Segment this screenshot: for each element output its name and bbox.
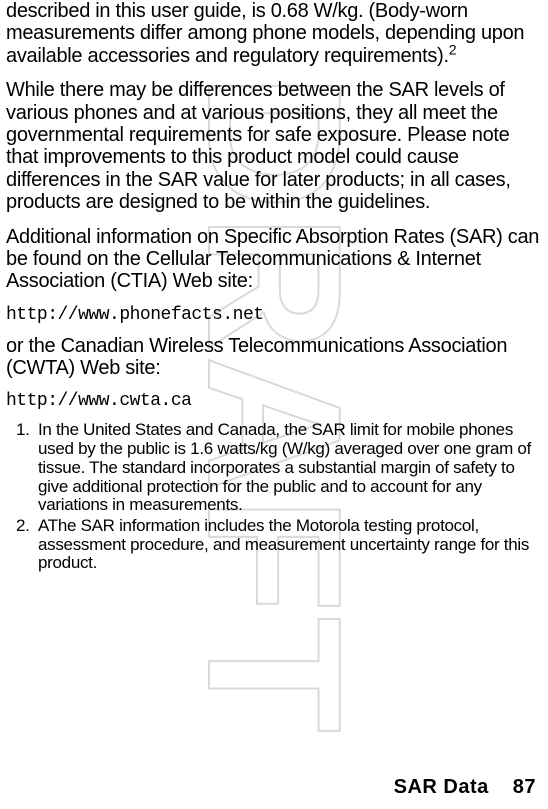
url-phonefacts: http://www.phonefacts.net: [6, 305, 542, 325]
paragraph-2: While there may be differences between t…: [6, 79, 542, 213]
footnote-2: AThe SAR information includes the Motoro…: [34, 517, 542, 573]
paragraph-4: or the Canadian Wireless Telecommunicati…: [6, 335, 542, 380]
footnotes-list: In the United States and Canada, the SAR…: [6, 421, 542, 573]
footer-page-number: 87: [513, 776, 536, 798]
url-cwta: http://www.cwta.ca: [6, 391, 542, 411]
footer-section-label: SAR Data: [394, 776, 489, 798]
page-content: described in this user guide, is 0.68 W/…: [0, 0, 548, 573]
footnote-1: In the United States and Canada, the SAR…: [34, 421, 542, 514]
page-footer: SAR Data 87: [394, 776, 536, 799]
paragraph-1-superscript: 2: [449, 41, 457, 57]
paragraph-1-text: described in this user guide, is 0.68 W/…: [6, 0, 524, 67]
paragraph-1: described in this user guide, is 0.68 W/…: [6, 0, 542, 67]
paragraph-3: Additional information on Specific Absor…: [6, 226, 542, 293]
